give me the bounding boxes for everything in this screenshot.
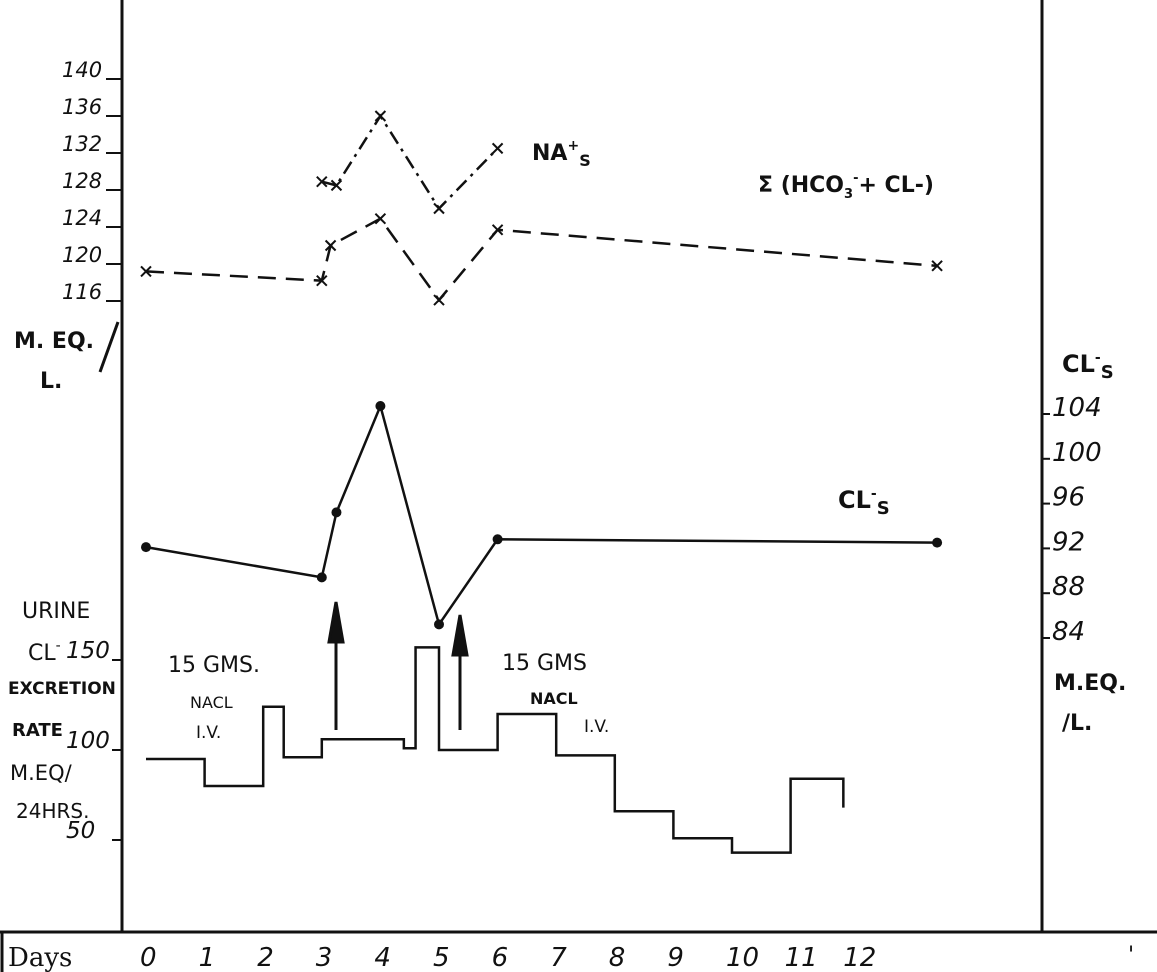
left-unit-label-2: L. — [40, 369, 62, 394]
cls-mid-label: CL-S — [838, 486, 890, 519]
urine-axis-ticks: 50 100 150 — [66, 638, 122, 844]
x-tick-label: 0 — [140, 943, 157, 972]
urine-tick-label: 50 — [66, 818, 95, 844]
right-tick-label: 100 — [1052, 438, 1102, 468]
sigma-label: Σ (HCO3-+ CL-) — [758, 171, 934, 202]
point-marker-hco3-cl — [316, 274, 328, 287]
left-unit-slash — [98, 321, 120, 373]
point-marker-cl-s — [434, 619, 444, 630]
left-tick-label: 132 — [62, 132, 102, 156]
point-marker-na-s — [330, 179, 343, 192]
left-unit-label-1: M. EQ. — [14, 329, 94, 354]
point-marker-cl-s — [316, 572, 327, 583]
urine-label-6: 24HRS. — [16, 799, 89, 823]
right-unit-label-1: M.EQ. — [1054, 671, 1126, 696]
series-line-hco3-cl — [145, 217, 938, 303]
left-tick-label: 136 — [62, 95, 102, 119]
left-tick-label: 140 — [62, 58, 102, 82]
dose2-label-c: I.V. — [584, 717, 609, 737]
dose2-label-b: NACL — [530, 689, 578, 708]
point-marker-hco3-cl — [140, 265, 152, 278]
right-tick-label: 96 — [1052, 483, 1085, 513]
x-tick-label: 11 — [785, 943, 818, 972]
x-tick-label: 2 — [257, 943, 274, 972]
left-tick-label: 124 — [62, 206, 102, 230]
x-axis-ticks: 0 1 2 3 4 5 6 7 8 9 10 11 12 — [140, 943, 876, 972]
point-marker-hco3-cl — [931, 260, 943, 272]
dose-arrow-1-head — [327, 601, 345, 644]
right-tick-label: 104 — [1052, 393, 1102, 423]
urine-label-3: EXCRETION — [8, 679, 116, 699]
dose1-label-a: 15 GMS. — [168, 653, 260, 678]
urine-label-2: CL- — [28, 638, 61, 666]
point-marker-na-s — [491, 142, 504, 155]
right-tick-label: 92 — [1052, 527, 1085, 557]
right-cls-label: CL-S — [1062, 350, 1114, 383]
x-tick-label: 1 — [199, 943, 216, 972]
x-tick-label: 5 — [433, 943, 450, 972]
urine-label-1: URINE — [22, 599, 90, 624]
dose1-label-c: I.V. — [196, 723, 221, 743]
point-marker-na-s — [433, 202, 445, 215]
dose1-label-b: NACL — [190, 693, 233, 712]
urine-tick-label: 100 — [66, 728, 110, 754]
dose-arrow-2-head — [451, 614, 469, 657]
point-marker-cl-s — [932, 537, 943, 548]
point-marker-cl-s — [331, 507, 342, 518]
x-tick-label: 4 — [374, 943, 391, 972]
x-axis-label: Days — [8, 943, 72, 972]
point-marker-na-s — [316, 175, 328, 188]
point-marker-cl-s — [141, 542, 151, 553]
point-marker-hco3-cl — [374, 212, 387, 225]
series-line-cl-s — [145, 402, 938, 628]
dose-arrows — [327, 601, 469, 730]
point-marker-hco3-cl — [491, 224, 504, 236]
dose2-label-a: 15 GMS — [502, 651, 587, 676]
right-unit-label-2: /L. — [1062, 711, 1092, 736]
point-marker-cl-s — [492, 534, 503, 545]
urine-label-4: RATE — [12, 720, 63, 741]
right-tick-label: 88 — [1052, 572, 1085, 602]
point-marker-na-s — [374, 110, 387, 122]
urine-tick-label: 150 — [66, 638, 110, 664]
left-tick-label: 116 — [62, 280, 102, 304]
point-marker-hco3-cl — [433, 294, 445, 306]
x-tick-label: 3 — [316, 943, 333, 972]
point-marker-cl-s — [375, 401, 386, 411]
series-layer — [140, 110, 943, 854]
left-tick-label: 128 — [62, 169, 102, 193]
x-tick-label: 12 — [843, 943, 876, 972]
right-axis-ticks: 84 88 92 96 100 104 — [1042, 393, 1102, 647]
left-axis-ticks: 116 120 124 128 132 136 140 — [62, 58, 122, 304]
x-tick-label: 8 — [609, 943, 626, 972]
x-tick-label: 7 — [550, 943, 567, 972]
x-tick-label: 9 — [667, 943, 684, 972]
na-label: NA+S — [532, 138, 591, 170]
x-tick-label: 10 — [726, 943, 759, 972]
series-line-na-s — [321, 113, 499, 211]
x-tick-label: 6 — [492, 943, 509, 972]
stray-mark: ' — [1128, 943, 1134, 968]
point-marker-hco3-cl — [324, 239, 337, 252]
right-tick-label: 84 — [1052, 617, 1085, 647]
series-step-urine-cl-excretion — [146, 646, 845, 854]
urine-label-5: M.EQ/ — [10, 761, 73, 785]
left-tick-label: 120 — [62, 243, 102, 267]
